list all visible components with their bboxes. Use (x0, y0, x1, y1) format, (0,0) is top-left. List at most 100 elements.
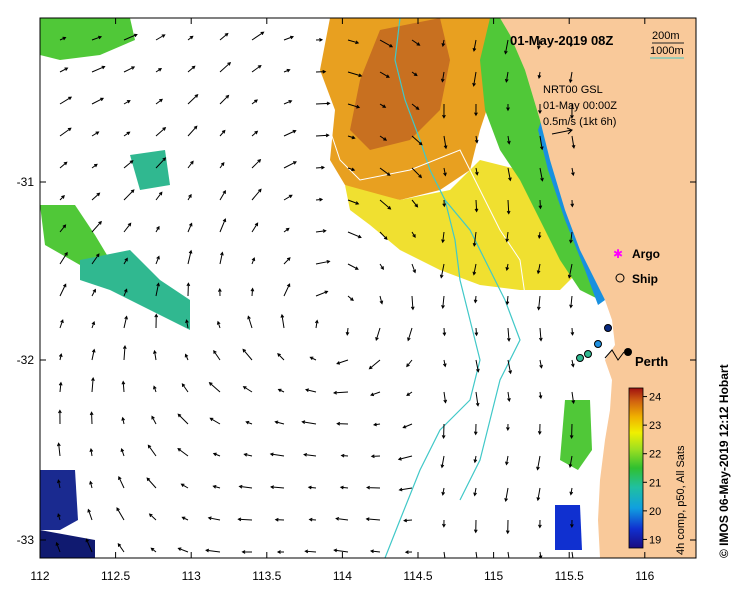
argo-marker: ✱ (613, 247, 623, 261)
current-arrow (269, 452, 285, 457)
current-arrow (155, 255, 160, 265)
current-arrow (368, 359, 381, 370)
current-arrow (411, 263, 417, 274)
current-arrow (219, 32, 229, 41)
current-arrow (538, 551, 543, 558)
current-arrow (185, 319, 189, 329)
city-label-perth: Perth (635, 354, 668, 369)
current-arrow (187, 193, 192, 201)
current-arrow (121, 380, 126, 393)
current-arrow (473, 455, 478, 464)
current-arrow (506, 423, 510, 432)
current-arrow (117, 542, 125, 553)
current-arrow (315, 229, 327, 233)
current-arrow (121, 416, 126, 425)
current-arrow (283, 194, 293, 201)
current-arrow (506, 327, 511, 342)
current-arrow (340, 453, 349, 458)
current-arrow (87, 508, 93, 521)
current-arrow (347, 199, 360, 205)
current-arrow (570, 327, 575, 336)
current-arrow (506, 103, 510, 112)
current-arrow (154, 313, 159, 329)
current-arrow (473, 295, 478, 304)
current-arrow (187, 222, 193, 233)
current-arrow (301, 420, 317, 425)
current-arrow (538, 519, 542, 529)
current-arrow (475, 359, 480, 373)
current-arrow (474, 327, 479, 337)
current-arrow (537, 71, 542, 79)
current-arrow (123, 189, 135, 201)
colorbar-ticks: 24 23 22 21 20 19 (643, 392, 661, 546)
current-arrow (314, 319, 319, 329)
current-arrow (505, 263, 510, 271)
current-arrow (187, 249, 193, 265)
current-arrow (315, 165, 326, 170)
current-arrow (251, 99, 258, 105)
current-arrow (89, 411, 94, 425)
current-arrow (148, 513, 157, 521)
current-arrow (537, 231, 542, 240)
current-arrow (567, 263, 573, 279)
current-arrow (283, 68, 291, 73)
current-arrow (442, 519, 446, 528)
current-arrow (404, 550, 413, 554)
current-arrow (89, 448, 94, 457)
current-arrow (406, 391, 413, 396)
current-arrow (177, 413, 189, 425)
current-arrow (250, 287, 255, 297)
sst-patch-navy-sw (40, 470, 78, 530)
ship-marker-1 (604, 324, 612, 332)
current-arrow (507, 391, 511, 402)
x-tick-label: 113 (182, 569, 201, 583)
ship-legend-marker (615, 273, 625, 283)
current-arrow (242, 386, 253, 393)
current-arrow (118, 475, 125, 489)
current-arrow (570, 103, 574, 119)
current-arrow (369, 549, 381, 554)
current-arrow (123, 33, 138, 41)
current-arrow (304, 549, 317, 554)
current-arrow (504, 71, 509, 83)
y-tick-label: -31 (17, 175, 35, 189)
current-arrow (59, 96, 73, 105)
current-arrow (91, 220, 102, 233)
current-arrow (505, 295, 510, 306)
current-arrow (440, 71, 445, 83)
current-arrow (280, 313, 285, 329)
current-arrow (205, 548, 221, 553)
current-arrow (59, 224, 67, 233)
current-arrow (283, 283, 291, 297)
current-arrow (251, 31, 265, 41)
legend-argo-label: Argo (632, 247, 660, 261)
current-arrow (89, 480, 93, 489)
current-arrow (59, 283, 67, 297)
current-arrow (439, 263, 445, 279)
current-arrow (276, 550, 285, 554)
current-arrow (181, 383, 189, 393)
x-tick-label: 115 (484, 569, 503, 583)
current-arrow (473, 519, 478, 534)
current-arrow (379, 71, 390, 78)
current-arrow (569, 487, 574, 496)
current-arrow (277, 353, 285, 361)
sst-patch-navy-sw2 (40, 530, 95, 558)
current-arrow (123, 288, 128, 297)
current-arrow (219, 162, 225, 169)
current-arrow (315, 101, 331, 106)
x-axis: 112 112.5 113 113.5 114 114.5 115 115.5 116 (30, 18, 655, 583)
current-arrow (91, 253, 100, 265)
current-arrow (472, 39, 477, 52)
current-arrow (375, 327, 381, 342)
x-tick-label: 115.5 (555, 569, 584, 583)
current-arrow (372, 422, 381, 427)
current-arrow (411, 103, 420, 110)
current-arrow (347, 39, 360, 45)
current-arrow (283, 227, 290, 233)
current-arrow (251, 158, 262, 169)
current-arrow (315, 197, 324, 202)
current-arrow (177, 447, 189, 457)
current-arrow (472, 231, 477, 247)
